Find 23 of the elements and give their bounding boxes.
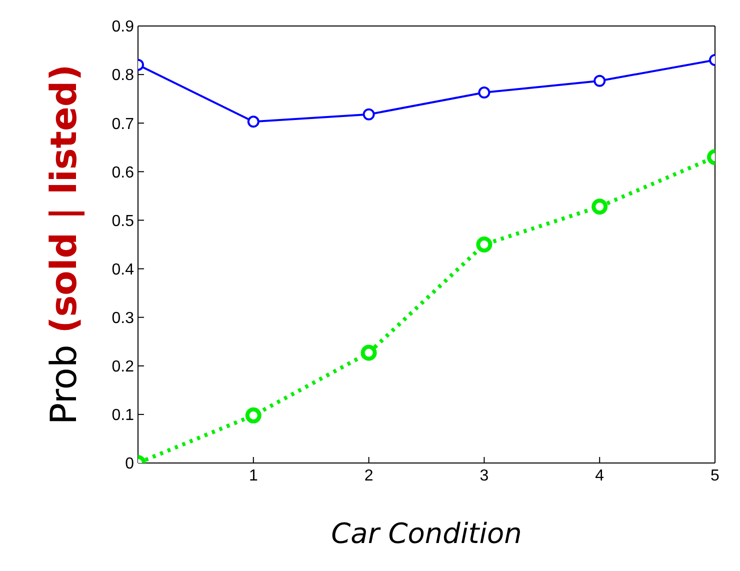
point [247,116,260,128]
y-tick-label: 0.4 [112,261,134,278]
point [476,236,492,252]
y-tick-label: 0.9 [112,18,134,36]
x-tick-label: 5 [710,467,720,484]
x-tick-label: 2 [364,467,374,484]
x-tick-label: 3 [480,467,489,484]
y-tick-label: 0.6 [112,164,134,182]
y-tick-label: 0.1 [112,407,134,424]
y-tick-label: 0.5 [112,212,134,230]
y-tick-label: 0.2 [112,358,134,376]
y-tick-label: 0 [125,456,134,473]
y-tick-label: 0.3 [112,310,134,328]
y-axis-title: Prob (sold | listed) [44,64,85,425]
y-tick-label: 0.8 [112,67,134,84]
point [362,108,375,120]
x-tick-label: 4 [595,467,604,484]
point [360,344,377,361]
point [245,407,262,424]
y-tick-label: 0.7 [112,116,134,133]
point [478,86,490,99]
x-axis-title: Car Condition [331,517,522,550]
x-tick-label: 1 [248,467,258,484]
